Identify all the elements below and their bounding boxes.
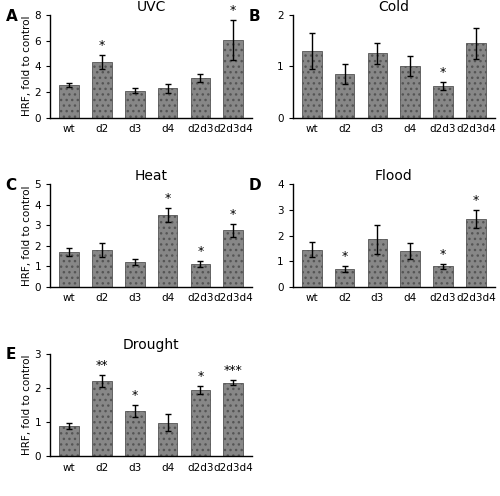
Bar [158,423,178,456]
Text: A: A [6,9,18,24]
Bar [92,250,112,287]
Bar [335,269,354,287]
Bar [92,62,112,118]
Y-axis label: HRF, fold to control: HRF, fold to control [22,186,32,286]
Text: *: * [342,250,347,263]
Bar [302,249,322,287]
Text: *: * [473,194,479,207]
Text: *: * [230,208,236,221]
Text: *: * [198,245,203,258]
Text: *: * [99,39,105,52]
Bar [125,411,144,456]
Bar [92,381,112,456]
Bar [158,88,178,118]
Text: B: B [248,9,260,24]
Bar [400,66,420,118]
Text: *: * [440,248,446,261]
Text: D: D [248,178,261,193]
Text: *: * [198,370,203,383]
Title: Cold: Cold [378,0,410,14]
Title: Flood: Flood [375,169,412,183]
Bar [190,264,210,287]
Bar [335,74,354,118]
Bar [224,383,243,456]
Bar [434,266,453,287]
Text: *: * [132,389,138,402]
Bar [125,262,144,287]
Bar [125,91,144,118]
Bar [466,219,486,287]
Bar [368,240,388,287]
Bar [190,390,210,456]
Text: C: C [6,178,16,193]
Title: Drought: Drought [123,338,180,353]
Bar [59,252,79,287]
Bar [466,43,486,118]
Text: *: * [440,65,446,78]
Y-axis label: HRF, fold to control: HRF, fold to control [22,16,32,117]
Bar [400,251,420,287]
Text: *: * [230,4,236,17]
Text: *: * [164,192,170,205]
Bar [190,78,210,118]
Bar [224,40,243,118]
Title: UVC: UVC [136,0,166,14]
Title: Heat: Heat [134,169,168,183]
Bar [224,231,243,287]
Text: **: ** [96,359,108,372]
Bar [158,215,178,287]
Text: E: E [6,348,16,363]
Y-axis label: HRF, fold to control: HRF, fold to control [22,355,32,455]
Text: ***: *** [224,364,242,377]
Bar [59,85,79,118]
Bar [434,86,453,118]
Bar [302,51,322,118]
Bar [368,54,388,118]
Bar [59,426,79,456]
